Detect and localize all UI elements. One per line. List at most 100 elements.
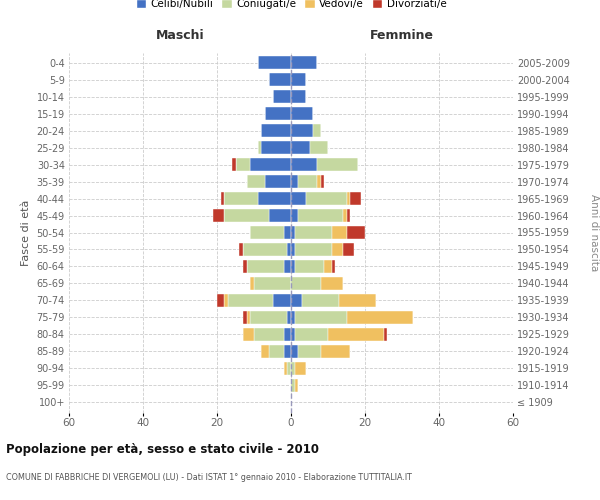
- Bar: [320, 175, 325, 188]
- Text: COMUNE DI FABBRICHE DI VERGEMOLI (LU) - Dati ISTAT 1° gennaio 2010 - Elaborazion: COMUNE DI FABBRICHE DI VERGEMOLI (LU) - …: [6, 473, 412, 482]
- Bar: [224, 209, 269, 222]
- Bar: [258, 56, 291, 70]
- Text: Popolazione per età, sesso e stato civile - 2010: Popolazione per età, sesso e stato civil…: [6, 442, 319, 456]
- Bar: [239, 243, 243, 256]
- Bar: [287, 362, 291, 375]
- Bar: [291, 294, 302, 307]
- Bar: [291, 344, 298, 358]
- Bar: [291, 175, 298, 188]
- Bar: [291, 328, 295, 341]
- Bar: [214, 209, 224, 222]
- Bar: [302, 294, 339, 307]
- Bar: [295, 328, 328, 341]
- Bar: [347, 311, 413, 324]
- Bar: [320, 277, 343, 290]
- Bar: [224, 192, 258, 205]
- Bar: [298, 209, 343, 222]
- Bar: [343, 209, 347, 222]
- Bar: [291, 141, 310, 154]
- Bar: [310, 141, 328, 154]
- Bar: [291, 311, 295, 324]
- Bar: [291, 378, 295, 392]
- Bar: [295, 260, 325, 273]
- Bar: [217, 294, 224, 307]
- Bar: [284, 344, 291, 358]
- Bar: [243, 328, 254, 341]
- Bar: [254, 277, 291, 290]
- Text: Femmine: Femmine: [370, 30, 434, 43]
- Bar: [269, 344, 284, 358]
- Bar: [258, 141, 262, 154]
- Bar: [291, 107, 313, 120]
- Bar: [291, 362, 295, 375]
- Bar: [224, 294, 228, 307]
- Bar: [269, 73, 291, 86]
- Bar: [291, 260, 295, 273]
- Bar: [347, 226, 365, 239]
- Bar: [228, 294, 272, 307]
- Bar: [332, 260, 335, 273]
- Bar: [262, 124, 291, 137]
- Bar: [313, 124, 320, 137]
- Bar: [284, 260, 291, 273]
- Bar: [254, 328, 284, 341]
- Bar: [347, 209, 350, 222]
- Bar: [291, 73, 306, 86]
- Bar: [320, 344, 350, 358]
- Bar: [339, 294, 376, 307]
- Bar: [258, 192, 291, 205]
- Bar: [298, 344, 320, 358]
- Bar: [250, 277, 254, 290]
- Bar: [250, 158, 291, 171]
- Bar: [291, 90, 306, 104]
- Legend: Celibi/Nubili, Coniugati/e, Vedovi/e, Divorziati/e: Celibi/Nubili, Coniugati/e, Vedovi/e, Di…: [131, 0, 451, 13]
- Bar: [247, 311, 250, 324]
- Bar: [317, 175, 320, 188]
- Bar: [291, 124, 313, 137]
- Bar: [243, 243, 287, 256]
- Bar: [295, 311, 347, 324]
- Bar: [291, 277, 320, 290]
- Bar: [332, 243, 343, 256]
- Bar: [235, 158, 250, 171]
- Bar: [306, 192, 347, 205]
- Bar: [287, 243, 291, 256]
- Bar: [298, 175, 317, 188]
- Bar: [265, 175, 291, 188]
- Bar: [350, 192, 361, 205]
- Bar: [291, 209, 298, 222]
- Bar: [347, 192, 350, 205]
- Bar: [295, 378, 298, 392]
- Bar: [265, 107, 291, 120]
- Bar: [262, 141, 291, 154]
- Bar: [272, 90, 291, 104]
- Bar: [332, 226, 347, 239]
- Y-axis label: Anni di nascita: Anni di nascita: [589, 194, 599, 271]
- Text: Maschi: Maschi: [155, 30, 205, 43]
- Bar: [221, 192, 224, 205]
- Bar: [343, 243, 354, 256]
- Bar: [247, 175, 265, 188]
- Bar: [291, 226, 295, 239]
- Bar: [269, 209, 291, 222]
- Bar: [383, 328, 387, 341]
- Bar: [232, 158, 235, 171]
- Bar: [328, 328, 383, 341]
- Bar: [287, 311, 291, 324]
- Bar: [284, 328, 291, 341]
- Bar: [295, 362, 306, 375]
- Bar: [291, 192, 306, 205]
- Bar: [247, 260, 284, 273]
- Y-axis label: Fasce di età: Fasce di età: [21, 200, 31, 266]
- Bar: [250, 226, 284, 239]
- Bar: [295, 226, 332, 239]
- Bar: [325, 260, 332, 273]
- Bar: [243, 260, 247, 273]
- Bar: [295, 243, 332, 256]
- Bar: [284, 226, 291, 239]
- Bar: [291, 243, 295, 256]
- Bar: [291, 56, 317, 70]
- Bar: [291, 158, 317, 171]
- Bar: [250, 311, 287, 324]
- Bar: [317, 158, 358, 171]
